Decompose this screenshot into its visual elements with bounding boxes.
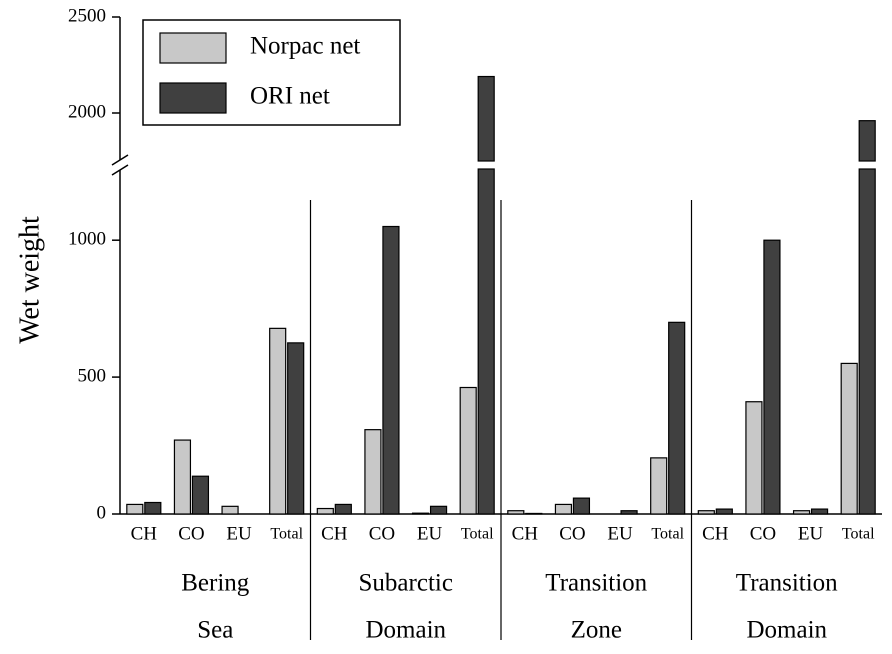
bar	[810, 508, 829, 515]
bar	[173, 439, 192, 515]
group-label: Domain	[746, 617, 827, 644]
x-tick-label: Total	[270, 526, 303, 543]
x-tick-label: Total	[461, 526, 494, 543]
y-tick-label: 500	[78, 365, 107, 386]
axis-break	[111, 164, 129, 176]
bar	[126, 503, 144, 515]
legend-swatch	[159, 32, 227, 64]
bar	[429, 505, 448, 515]
bar	[477, 168, 495, 515]
bar	[316, 507, 334, 515]
bar	[144, 501, 162, 515]
bar	[858, 168, 876, 515]
x-tick-label: Total	[842, 526, 875, 543]
bar	[191, 475, 210, 515]
bar	[334, 503, 352, 515]
x-tick-label: CO	[178, 523, 204, 544]
y-tick-label: 2000	[68, 101, 106, 122]
bar	[287, 342, 305, 515]
bar	[763, 239, 781, 515]
bar	[715, 508, 733, 515]
x-tick-label: EU	[798, 523, 824, 544]
y-tick-label: 1000	[68, 229, 106, 250]
group-label: Sea	[197, 617, 233, 644]
legend-label: ORI net	[250, 83, 330, 110]
y-tick-label: 0	[97, 502, 107, 523]
bar	[221, 505, 239, 515]
x-tick-label: EU	[607, 523, 633, 544]
bar	[364, 429, 382, 515]
legend-label: Norpac net	[250, 33, 360, 60]
bar	[477, 75, 495, 162]
group-label: Subarctic	[359, 570, 453, 597]
x-tick-label: CH	[321, 523, 348, 544]
x-tick-label: CH	[131, 523, 158, 544]
group-label: Zone	[571, 617, 622, 644]
x-tick-label: CO	[559, 523, 585, 544]
bar	[650, 457, 668, 515]
x-tick-label: CH	[702, 523, 729, 544]
bar	[525, 512, 543, 515]
x-tick-label: CO	[369, 523, 395, 544]
y-tick-label: 2500	[68, 5, 106, 26]
x-tick-label: EU	[417, 523, 443, 544]
bar	[459, 386, 477, 515]
bar	[858, 120, 876, 162]
bar	[668, 321, 686, 515]
bar	[554, 503, 573, 515]
bar	[745, 401, 763, 515]
bar	[507, 510, 525, 515]
bar	[411, 512, 430, 515]
axis-break	[111, 154, 129, 166]
bar	[572, 497, 591, 515]
axis-break-gap	[112, 160, 128, 170]
legend-swatch	[159, 82, 227, 114]
group-label: Domain	[365, 617, 446, 644]
bar	[792, 510, 811, 515]
bar	[840, 362, 858, 515]
x-tick-label: CH	[512, 523, 539, 544]
bar	[697, 510, 715, 515]
group-label: Transition	[736, 570, 838, 597]
bar	[620, 510, 638, 515]
bar	[269, 327, 287, 515]
x-tick-label: CO	[750, 523, 776, 544]
group-label: Transition	[545, 570, 647, 597]
bar	[382, 225, 400, 515]
x-tick-label: EU	[226, 523, 252, 544]
y-axis-label: Wet weight	[14, 216, 45, 344]
x-tick-label: Total	[651, 526, 684, 543]
group-label: Bering	[181, 570, 250, 597]
